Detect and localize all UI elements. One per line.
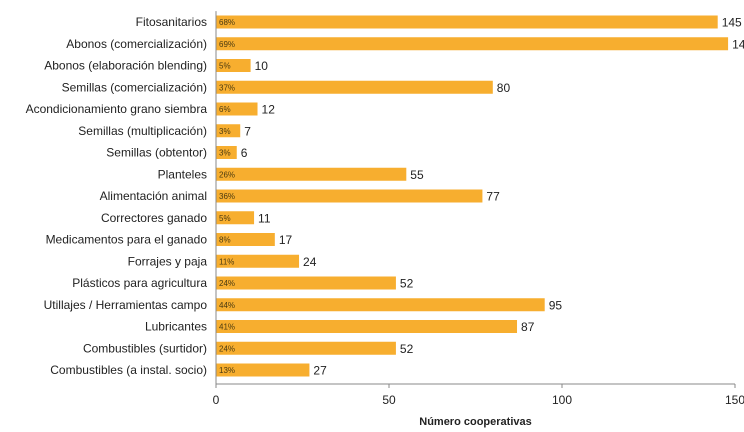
bar [216,59,251,72]
bar [216,211,255,225]
value-label: 11 [258,211,271,225]
x-tick-label: 100 [552,393,572,407]
category-label: Forrajes y paja [128,254,208,268]
bar [216,320,518,333]
value-label: 24 [303,255,317,269]
category-label: Alimentación animal [100,189,207,203]
value-label: 12 [262,103,276,117]
value-label: 6 [241,146,248,160]
bar [216,233,275,246]
percent-label: 6% [219,105,231,114]
percent-label: 8% [219,236,231,245]
bar [216,15,718,29]
value-label: 55 [410,168,424,182]
bar [216,146,237,159]
category-label: Planteles [158,167,207,181]
x-axis: 0 50 100 150 [213,11,744,407]
value-label: 52 [400,277,414,291]
bar [216,167,407,181]
category-label: Utillajes / Herramientas campo [44,298,208,312]
value-label: 10 [255,59,269,73]
percent-label: 11% [219,257,234,266]
x-axis-title: Número cooperativas [419,416,531,428]
bar [216,254,300,268]
category-label: Correctores ganado [101,211,207,225]
category-label: Fitosanitarios [136,15,207,29]
value-label: 27 [313,364,327,378]
value-label: 7 [244,124,251,138]
category-label: Lubricantes [145,320,207,334]
category-label: Abonos (comercialización) [66,37,207,51]
percent-label: 69% [219,40,235,49]
bar [216,124,241,138]
bar [216,37,729,51]
value-label: 87 [521,320,535,334]
value-label: 77 [486,190,500,204]
percent-label: 37% [219,83,235,92]
category-label: Medicamentos para el ganado [46,233,208,247]
category-label: Combustibles (surtidor) [83,341,207,355]
category-label: Semillas (obtentor) [106,146,207,160]
percent-label: 3% [219,127,231,136]
percent-label: 26% [219,170,235,179]
percent-label: 36% [219,192,235,201]
percent-label: 5% [219,214,231,223]
value-label: 17 [279,233,293,247]
bar [216,363,310,377]
percent-label: 41% [219,323,235,332]
percent-label: 24% [219,279,235,288]
x-tick-label: 0 [213,393,220,407]
x-tick-label: 50 [382,393,396,407]
bar [216,80,493,94]
bar [216,298,545,312]
percent-label: 44% [219,301,235,310]
category-label: Plásticos para agricultura [72,276,207,290]
percent-label: 68% [219,18,235,27]
percent-label: 13% [219,366,235,375]
category-label: Combustibles (a instal. socio) [50,363,207,377]
value-label: 95 [549,298,563,312]
percent-label: 3% [219,149,231,158]
bar [216,276,396,290]
value-label: 148 [732,37,744,51]
x-tick-label: 150 [725,393,744,407]
percent-label: 24% [219,344,235,353]
bar [216,341,396,355]
category-label: Acondicionamiento grano siembra [26,102,208,116]
percent-label: 5% [219,62,231,71]
value-label: 80 [497,81,511,95]
category-label: Semillas (multiplicación) [78,124,207,138]
category-label: Abonos (elaboración blending) [44,59,207,73]
value-label: 145 [722,16,742,30]
bar [216,102,258,116]
category-label: Semillas (comercialización) [62,80,207,94]
bar [216,189,483,203]
value-label: 52 [400,342,414,356]
